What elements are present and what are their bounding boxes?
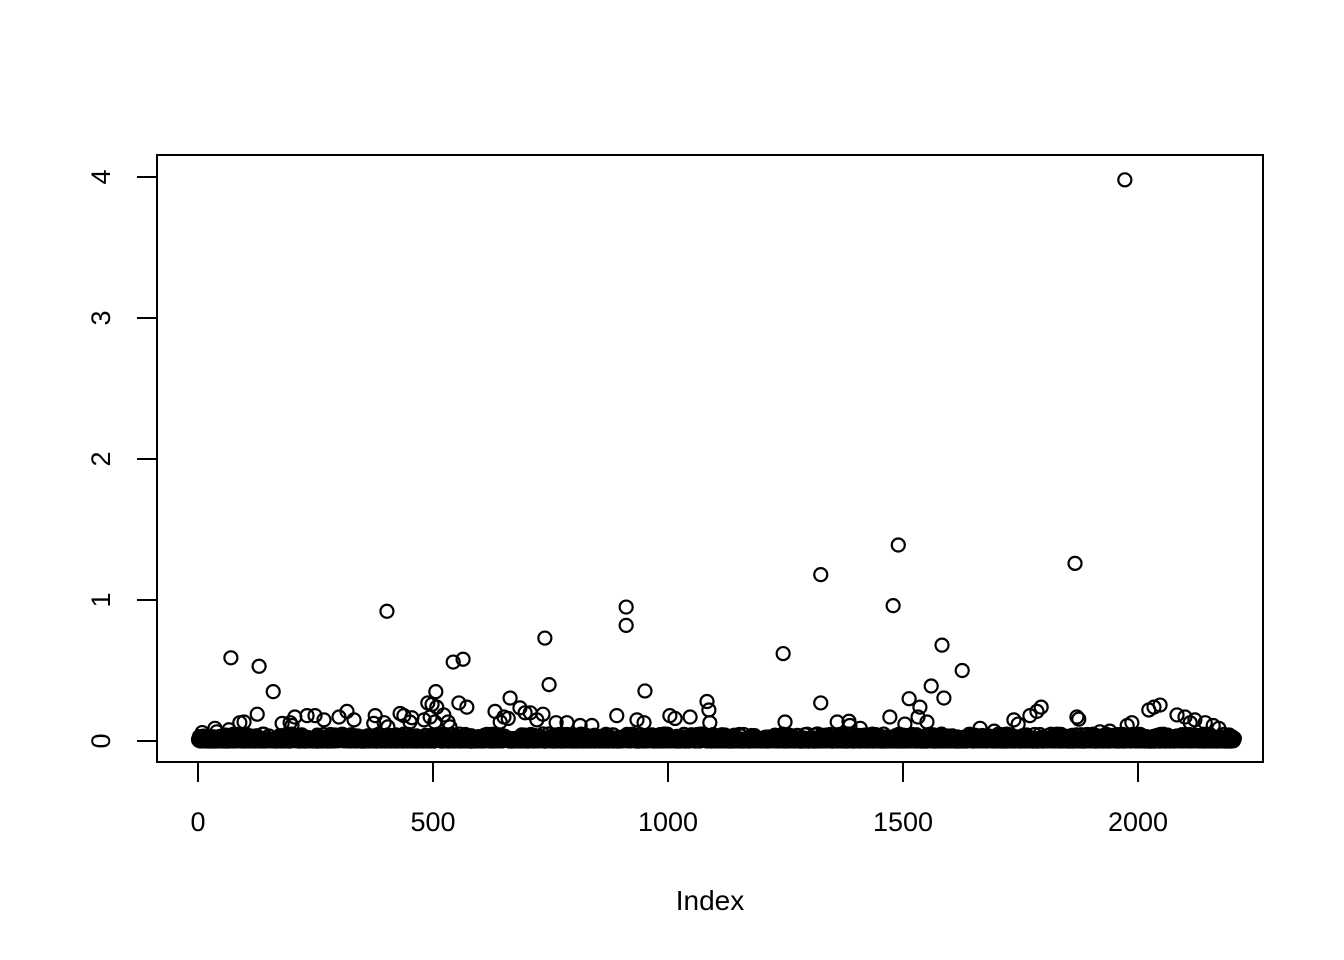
plot-box (156, 154, 1264, 763)
data-point (584, 717, 600, 734)
data-point (852, 720, 868, 736)
data-point (445, 654, 461, 670)
data-point (629, 712, 645, 728)
data-point (404, 710, 420, 726)
data-point (548, 715, 564, 731)
data-point (890, 537, 906, 553)
data-point (221, 722, 237, 738)
data-point (682, 709, 698, 725)
data-point (1010, 716, 1026, 732)
data-point (1211, 720, 1227, 736)
data-point (986, 723, 1002, 739)
data-point (923, 678, 939, 694)
x-tick-label: 500 (410, 807, 455, 837)
data-point (274, 715, 290, 731)
data-point (618, 617, 634, 633)
data-point (667, 710, 683, 727)
data-point (1169, 707, 1185, 723)
y-tick-label: 0 (86, 733, 116, 748)
data-point (1092, 724, 1108, 740)
data-point (299, 708, 315, 724)
data-point (885, 598, 901, 614)
data-point (1117, 172, 1133, 188)
data-point (541, 676, 557, 693)
data-point (1102, 723, 1118, 739)
data-point (1197, 715, 1213, 731)
data-point (954, 662, 970, 679)
data-point (366, 715, 382, 731)
data-point (442, 719, 458, 735)
data-point (376, 715, 392, 731)
data-point (1006, 712, 1022, 728)
y-tick-label: 4 (86, 169, 116, 184)
data-point (455, 651, 471, 667)
data-point (223, 650, 239, 666)
points-layer (190, 172, 1242, 749)
x-tick-label: 2000 (1108, 807, 1168, 837)
data-point (346, 712, 362, 728)
data-point (637, 683, 653, 699)
data-point (1069, 709, 1085, 725)
data-point (936, 690, 952, 706)
data-point (609, 708, 625, 724)
data-point (699, 693, 715, 710)
data-point (535, 706, 551, 722)
data-point (284, 717, 300, 734)
data-point (813, 567, 829, 583)
data-point (265, 684, 281, 700)
data-point (702, 715, 718, 731)
data-point (451, 695, 467, 711)
data-point (1067, 555, 1083, 571)
data-point (236, 714, 252, 730)
data-point (842, 717, 858, 734)
data-point (367, 708, 383, 724)
data-point (428, 684, 444, 700)
data-point (379, 603, 395, 619)
data-point (537, 630, 553, 646)
y-tick-label: 2 (86, 451, 116, 466)
data-point (1152, 697, 1168, 713)
data-point (1029, 703, 1045, 719)
x-tick-label: 1000 (638, 807, 698, 837)
data-point (934, 637, 950, 653)
data-point (901, 691, 917, 707)
data-point (636, 715, 652, 731)
x-tick-label: 0 (190, 807, 205, 837)
data-point (775, 645, 791, 662)
data-point (1071, 711, 1087, 727)
baseline-data-point (1226, 730, 1242, 747)
data-point (572, 717, 588, 734)
y-tick-label: 3 (86, 310, 116, 325)
data-point (897, 716, 913, 732)
axes-layer: 0 500 1000 1500 2000 0 1 2 3 4 (86, 169, 1168, 837)
data-point (500, 710, 516, 727)
data-point (882, 709, 898, 725)
data-point (618, 599, 634, 615)
data-point (316, 712, 332, 728)
data-point (813, 695, 829, 711)
data-point (517, 705, 533, 721)
data-point (912, 699, 928, 715)
data-point (459, 699, 475, 715)
data-point (972, 720, 988, 736)
x-axis-label: Index (676, 885, 745, 916)
data-point (249, 706, 265, 722)
y-tick-label: 1 (86, 592, 116, 607)
data-point (1033, 699, 1049, 715)
data-point (380, 719, 396, 735)
data-point (1124, 715, 1140, 731)
x-tick-label: 1500 (873, 807, 933, 837)
data-point (701, 702, 717, 718)
data-point (251, 658, 267, 674)
data-point (502, 690, 518, 706)
data-point (1187, 712, 1203, 728)
data-point (919, 714, 935, 730)
data-point (777, 714, 793, 730)
data-point (307, 708, 323, 724)
